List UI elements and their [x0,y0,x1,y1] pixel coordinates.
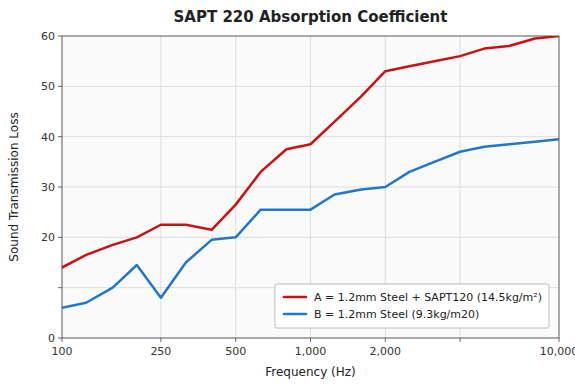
legend-swatch [284,296,306,299]
tick [235,338,236,342]
tick [58,136,62,137]
legend-label: B = 1.2mm Steel (9.3kg/m20) [314,308,479,321]
tick [58,338,62,339]
tick-label: 0 [48,332,55,345]
plot-area [62,36,559,338]
tick [559,338,560,342]
series-group [62,36,559,308]
grid [62,36,559,338]
legend-swatch [284,313,306,316]
tick [460,338,461,342]
tick [58,287,62,288]
grid-line [62,136,559,137]
y-axis-label: Sound Transmission Loss [7,112,21,261]
tick [385,338,386,342]
tick [58,187,62,188]
title: SAPT 220 Absorption Coefficient [174,8,448,26]
tick [310,338,311,342]
tick-label: 60 [41,30,55,43]
tick-label: 50 [41,80,55,93]
tick-label: 500 [225,345,246,358]
line [62,36,559,268]
tick [58,237,62,238]
plot-frame [62,36,559,338]
legend-box [275,284,549,328]
legend: A = 1.2mm Steel + SAPT120 (14.5kg/m²) B =… [275,284,549,328]
tick-label: 1,000 [295,345,327,358]
tick-label: 2,000 [370,345,402,358]
tick-label: 10,000 [540,345,575,358]
axes: 100 250 500 1,000 2,000 10,000 0 20 30 40 50 60 [41,30,575,358]
grid-line [62,86,559,87]
x-axis-label: Frequency (Hz) [265,365,356,379]
tick [58,36,62,37]
tick-label: 100 [52,345,73,358]
tick-label: 250 [150,345,171,358]
grid-line [62,187,559,188]
tick [160,338,161,342]
tick-label: 20 [41,231,55,244]
tick-label: 40 [41,131,55,144]
tick-label: 30 [41,181,55,194]
tick [58,86,62,87]
line [62,139,559,308]
tick [62,338,63,342]
legend-label: A = 1.2mm Steel + SAPT120 (14.5kg/m²) [314,291,542,304]
chart: 100 250 500 1,000 2,000 10,000 0 20 30 40 50 60 SAPT… [0,0,575,390]
